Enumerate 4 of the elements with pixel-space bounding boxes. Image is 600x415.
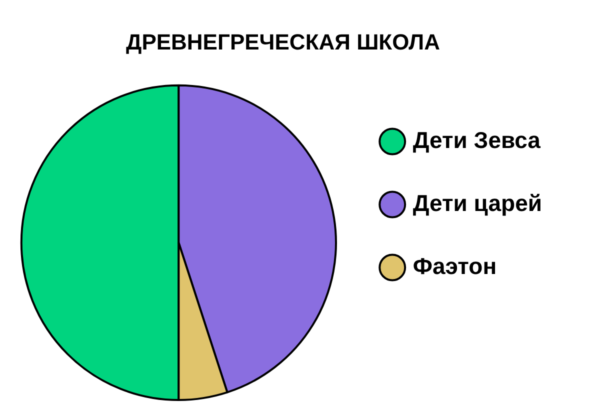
legend-label: Фаэтон bbox=[412, 252, 497, 279]
chart-title: ДРЕВНЕГРЕЧЕСКАЯ ШКОЛА bbox=[126, 29, 440, 54]
legend-label: Дети Зевса bbox=[412, 126, 541, 153]
legend-label: Дети царей bbox=[412, 190, 542, 216]
